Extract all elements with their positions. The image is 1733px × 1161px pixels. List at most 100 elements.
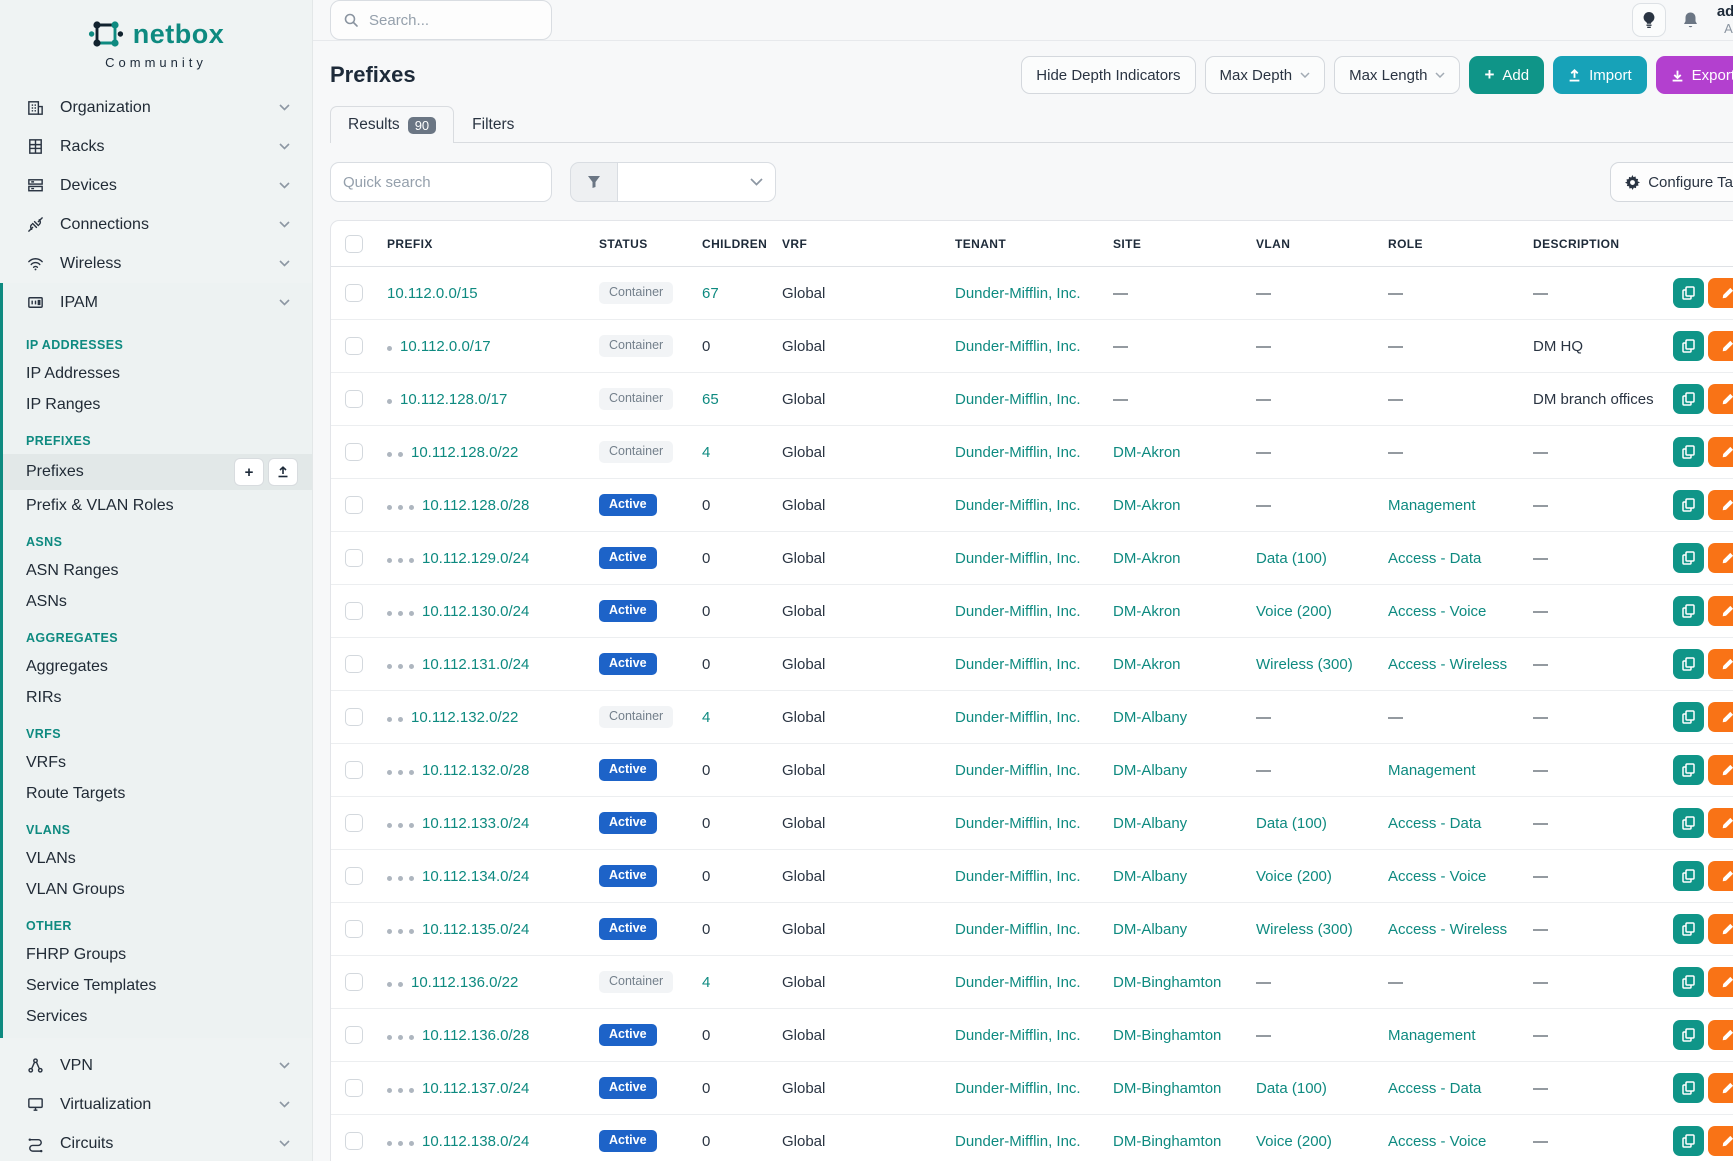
prefix-link[interactable]: 10.112.135.0/24 [422, 920, 530, 938]
role-cell[interactable]: Management [1388, 761, 1476, 779]
site-cell[interactable]: DM-Albany [1113, 761, 1188, 779]
prefix-link[interactable]: 10.112.131.0/24 [422, 655, 530, 673]
tenant-link[interactable]: Dunder-Mifflin, Inc. [955, 761, 1081, 779]
vlan-cell[interactable]: Voice (200) [1256, 1132, 1332, 1150]
copy-button[interactable] [1673, 437, 1704, 467]
tab-results[interactable]: Results 90 [330, 106, 455, 143]
edit-button[interactable] [1708, 1073, 1733, 1103]
edit-button[interactable] [1708, 755, 1733, 785]
row-checkbox[interactable] [345, 708, 363, 727]
sidebar-item-ip-addresses[interactable]: IP Addresses [26, 364, 120, 382]
select-all-checkbox[interactable] [345, 235, 363, 253]
export-dropdown[interactable]: Export [1655, 56, 1733, 94]
vlan-cell[interactable]: Wireless (300) [1256, 920, 1353, 938]
add-prefix-button[interactable]: + [234, 458, 264, 486]
row-checkbox[interactable] [345, 390, 363, 409]
column-header-role[interactable]: ROLE [1380, 221, 1525, 267]
edit-button[interactable] [1708, 861, 1733, 891]
row-checkbox[interactable] [345, 973, 363, 992]
tenant-link[interactable]: Dunder-Mifflin, Inc. [955, 284, 1081, 302]
prefix-link[interactable]: 10.112.128.0/28 [422, 496, 530, 514]
logo-block[interactable]: netbox Community [0, 0, 312, 80]
tenant-link[interactable]: Dunder-Mifflin, Inc. [955, 337, 1081, 355]
column-header-children[interactable]: CHILDREN [694, 221, 774, 267]
prefix-link[interactable]: 10.112.128.0/17 [400, 390, 508, 408]
sidebar-item-prefixes[interactable]: Prefixes + [0, 454, 312, 490]
sidebar-item-rirs[interactable]: RIRs [26, 688, 62, 706]
vlan-cell[interactable]: Wireless (300) [1256, 655, 1353, 673]
row-checkbox[interactable] [345, 655, 363, 674]
edit-button[interactable] [1708, 914, 1733, 944]
row-checkbox[interactable] [345, 496, 363, 515]
role-cell[interactable]: Access - Data [1388, 549, 1482, 567]
tenant-link[interactable]: Dunder-Mifflin, Inc. [955, 390, 1081, 408]
max-depth-dropdown[interactable]: Max Depth [1204, 56, 1326, 94]
copy-button[interactable] [1673, 278, 1704, 308]
column-header-tenant[interactable]: TENANT [947, 221, 1105, 267]
row-checkbox[interactable] [345, 1026, 363, 1045]
role-cell[interactable]: Access - Voice [1388, 867, 1487, 885]
column-header-vlan[interactable]: VLAN [1248, 221, 1380, 267]
tenant-link[interactable]: Dunder-Mifflin, Inc. [955, 1026, 1081, 1044]
prefix-link[interactable]: 10.112.132.0/28 [422, 761, 530, 779]
edit-button[interactable] [1708, 1020, 1733, 1050]
tenant-link[interactable]: Dunder-Mifflin, Inc. [955, 443, 1081, 461]
column-header-site[interactable]: SITE [1105, 221, 1248, 267]
copy-button[interactable] [1673, 755, 1704, 785]
column-header-prefix[interactable]: PREFIX [379, 221, 591, 267]
role-cell[interactable]: Access - Wireless [1388, 920, 1508, 938]
role-cell[interactable]: Management [1388, 496, 1476, 514]
edit-button[interactable] [1708, 649, 1733, 679]
row-checkbox[interactable] [345, 1132, 363, 1151]
edit-button[interactable] [1708, 490, 1733, 520]
site-cell[interactable]: DM-Akron [1113, 443, 1181, 461]
edit-button[interactable] [1708, 278, 1733, 308]
quick-search-input[interactable] [343, 173, 539, 191]
vlan-cell[interactable]: Voice (200) [1256, 867, 1332, 885]
copy-button[interactable] [1673, 1073, 1704, 1103]
role-cell[interactable]: Access - Wireless [1388, 655, 1508, 673]
role-cell[interactable]: Access - Voice [1388, 602, 1487, 620]
site-cell[interactable]: DM-Akron [1113, 602, 1181, 620]
edit-button[interactable] [1708, 384, 1733, 414]
notifications-button[interactable] [1682, 11, 1699, 30]
prefix-link[interactable]: 10.112.138.0/24 [422, 1132, 530, 1150]
sidebar-item-ip-ranges[interactable]: IP Ranges [26, 395, 101, 413]
row-checkbox[interactable] [345, 284, 363, 303]
tenant-link[interactable]: Dunder-Mifflin, Inc. [955, 496, 1081, 514]
prefix-link[interactable]: 10.112.132.0/22 [411, 708, 519, 726]
role-cell[interactable]: Management [1388, 1026, 1476, 1044]
prefix-link[interactable]: 10.112.128.0/22 [411, 443, 519, 461]
role-cell[interactable]: Access - Data [1388, 814, 1482, 832]
sidebar-item-prefix-vlan-roles[interactable]: Prefix & VLAN Roles [26, 496, 174, 514]
children-count[interactable]: 4 [702, 708, 711, 726]
tenant-link[interactable]: Dunder-Mifflin, Inc. [955, 655, 1081, 673]
sidebar-item-ipam[interactable]: IPAM [0, 283, 312, 322]
import-prefix-button[interactable] [268, 458, 298, 486]
sidebar-item-racks[interactable]: Racks [0, 127, 312, 166]
edit-button[interactable] [1708, 437, 1733, 467]
copy-button[interactable] [1673, 914, 1704, 944]
site-cell[interactable]: DM-Akron [1113, 496, 1181, 514]
tenant-link[interactable]: Dunder-Mifflin, Inc. [955, 1079, 1081, 1097]
site-cell[interactable]: DM-Akron [1113, 655, 1181, 673]
sidebar-item-vrfs[interactable]: VRFs [26, 753, 66, 771]
row-checkbox[interactable] [345, 814, 363, 833]
copy-button[interactable] [1673, 1126, 1704, 1156]
site-cell[interactable]: DM-Albany [1113, 867, 1188, 885]
site-cell[interactable]: DM-Binghamton [1113, 1132, 1222, 1150]
sidebar-item-services[interactable]: Services [26, 1007, 88, 1025]
tenant-link[interactable]: Dunder-Mifflin, Inc. [955, 602, 1081, 620]
tenant-link[interactable]: Dunder-Mifflin, Inc. [955, 814, 1081, 832]
role-cell[interactable]: Access - Data [1388, 1079, 1482, 1097]
prefix-link[interactable]: 10.112.130.0/24 [422, 602, 530, 620]
copy-button[interactable] [1673, 1020, 1704, 1050]
edit-button[interactable] [1708, 967, 1733, 997]
user-menu[interactable]: admin Admin [1717, 3, 1733, 37]
theme-toggle-button[interactable] [1631, 3, 1666, 37]
prefix-link[interactable]: 10.112.0.0/17 [400, 337, 491, 355]
vlan-cell[interactable]: Voice (200) [1256, 602, 1332, 620]
vlan-cell[interactable]: Data (100) [1256, 814, 1327, 832]
site-cell[interactable]: DM-Binghamton [1113, 1079, 1222, 1097]
max-length-dropdown[interactable]: Max Length [1334, 56, 1461, 94]
